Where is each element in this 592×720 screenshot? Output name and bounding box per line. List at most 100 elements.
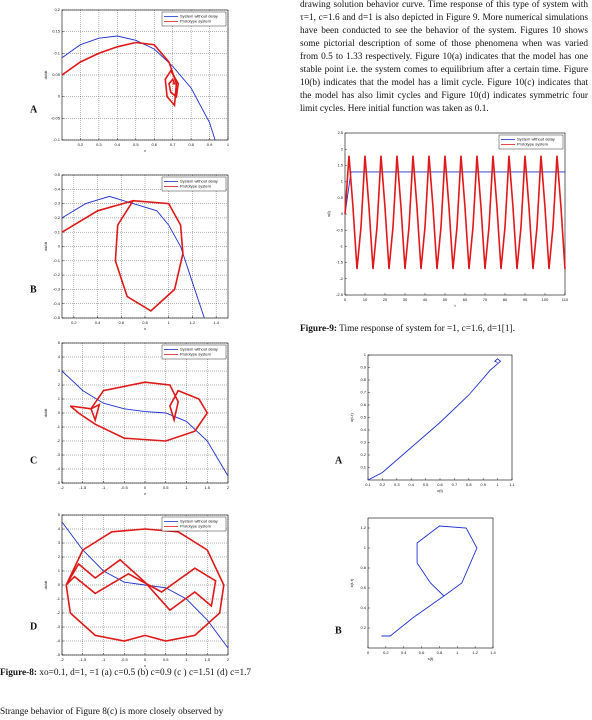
caption-text: xo=0.1, d=1, =1 (a) c=0.5 (b) c=0.9 (c )… — [37, 668, 252, 678]
y-tick-label: 0.9 — [360, 365, 366, 370]
caption-text: Time response of system for =1, c=1.6, d… — [337, 324, 515, 334]
x-tick-label: 1.4 — [213, 320, 219, 325]
y-tick-label: -2.5 — [336, 292, 344, 297]
y-tick-label: 0.5 — [360, 415, 366, 420]
legend-label: System without delay — [180, 347, 218, 352]
y-tick-label: 1.2 — [360, 525, 366, 530]
caption: Figure-9: Time response of system for =1… — [300, 323, 588, 336]
y-tick-label: 0.4 — [360, 427, 366, 432]
legend-box — [498, 134, 564, 150]
x-tick-label: 0.8 — [142, 320, 148, 325]
x-axis-label: x(t) — [428, 656, 434, 661]
x-tick-label: -1 — [102, 485, 106, 490]
x-tick-label: 10 — [363, 297, 368, 302]
y-tick-label: -2 — [56, 438, 60, 443]
x-tick-label: 60 — [463, 297, 468, 302]
series-line — [61, 521, 229, 649]
x-tick-label: 0.6 — [419, 650, 425, 655]
x-tick-label: 0.5 — [163, 485, 169, 490]
y-tick-label: 0.2 — [54, 7, 60, 12]
y-tick-label: -0.5 — [53, 315, 61, 320]
x-tick-label: 0.9 — [480, 482, 486, 487]
y-tick-label: 1 — [364, 545, 367, 550]
x-tick-label: 0.1 — [365, 482, 371, 487]
y-axis-label: x(t-τ) — [349, 578, 354, 587]
y-tick-label: 0.4 — [54, 186, 60, 191]
legend-label: System without delay — [180, 519, 218, 524]
y-tick-label: 5 — [58, 512, 61, 517]
x-tick-label: -0.5 — [121, 657, 129, 662]
x-tick-label: 20 — [383, 297, 388, 302]
y-tick-label: -0.05 — [51, 115, 61, 120]
y-tick-label: -5 — [56, 480, 60, 485]
legend-box — [161, 176, 227, 192]
y-tick-label: 0.5 — [337, 195, 343, 200]
y-tick-label: -4 — [56, 466, 60, 471]
y-tick-label: 4 — [58, 354, 61, 359]
y-tick-label: 0.8 — [360, 565, 366, 570]
x-tick-label: 0 — [144, 485, 147, 490]
y-tick-label: 5 — [58, 340, 61, 345]
x-tick-label: 0.2 — [380, 482, 386, 487]
x-tick-label: 0.2 — [78, 142, 84, 147]
y-tick-label: -1 — [339, 243, 343, 248]
legend-label: System without delay — [517, 137, 555, 142]
y-tick-label: -3 — [56, 452, 60, 457]
x-tick-label: 1 — [168, 320, 171, 325]
x-axis-label: x — [144, 326, 146, 331]
legend-label: Prototype system — [517, 142, 549, 147]
y-tick-label: 1 — [364, 352, 367, 357]
x-tick-label: 0.5 — [163, 657, 169, 662]
caption-label: Figure-8: — [0, 668, 38, 678]
y-tick-label: 0.5 — [54, 172, 60, 177]
legend-box — [161, 11, 227, 27]
x-tick-label: 1.1 — [509, 482, 515, 487]
x-tick-label: -2 — [60, 657, 64, 662]
y-tick-label: -1.5 — [336, 260, 344, 265]
panel-label: A — [30, 104, 38, 115]
x-tick-label: 1.4 — [490, 650, 496, 655]
x-tick-label: 100 — [542, 297, 549, 302]
x-tick-label: 1 — [185, 657, 188, 662]
series-line — [344, 155, 566, 270]
y-tick-label: 4 — [58, 526, 61, 531]
x-tick-label: 0.3 — [96, 142, 102, 147]
y-tick-label: 0.8 — [360, 377, 366, 382]
x-tick-label: 0.3 — [394, 482, 400, 487]
y-tick-label: -5 — [56, 652, 60, 657]
legend-label: System without delay — [180, 14, 218, 19]
y-tick-label: -0.1 — [53, 137, 61, 142]
plot-frame — [367, 354, 513, 481]
y-tick-label: -0.4 — [53, 301, 61, 306]
series-line — [381, 525, 478, 637]
x-tick-label: 0.8 — [188, 142, 194, 147]
x-tick-label: 0.8 — [437, 650, 443, 655]
y-tick-label: -3 — [56, 624, 60, 629]
y-axis-label: x(t-τ) — [349, 412, 354, 421]
series-line — [367, 358, 502, 481]
y-tick-label: 0 — [58, 94, 61, 99]
x-tick-label: 1.2 — [472, 650, 478, 655]
y-tick-label: 0 — [58, 410, 61, 415]
x-tick-label: 0.2 — [383, 650, 389, 655]
x-tick-label: 70 — [483, 297, 488, 302]
y-tick-label: 0.2 — [360, 625, 366, 630]
x-tick-label: 0 — [344, 297, 347, 302]
y-tick-label: 0.3 — [360, 440, 366, 445]
x-axis-label: x — [144, 148, 146, 153]
panel-label: B — [335, 625, 342, 636]
x-tick-label: 0.8 — [466, 482, 472, 487]
panel-label: B — [30, 284, 37, 295]
y-tick-label: 0.3 — [54, 201, 60, 206]
x-axis-label: x — [144, 491, 146, 496]
y-tick-label: 3 — [58, 368, 61, 373]
x-tick-label: 2 — [227, 485, 230, 490]
x-tick-label: -1.5 — [79, 657, 87, 662]
x-tick-label: 1 — [496, 482, 499, 487]
y-tick-label: 0.1 — [54, 50, 60, 55]
y-tick-label: 1.5 — [337, 162, 343, 167]
series-line — [61, 195, 205, 319]
y-tick-label: 1 — [341, 179, 344, 184]
series-line — [65, 528, 225, 642]
